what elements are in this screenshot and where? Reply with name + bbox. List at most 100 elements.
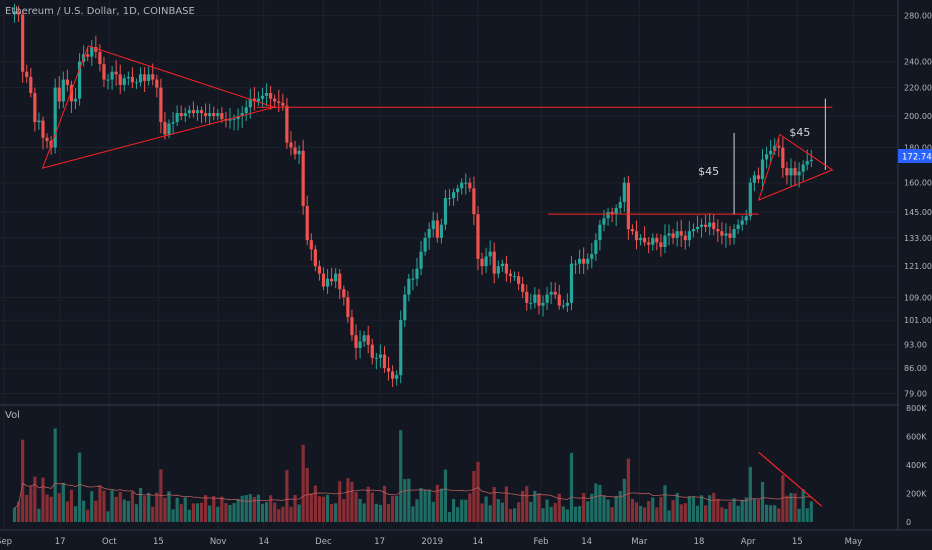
volume-bar — [21, 439, 25, 522]
y-tick-label: 93.00 — [904, 341, 927, 350]
candle-body — [590, 254, 594, 259]
candle-body — [313, 249, 317, 267]
candle-body — [573, 263, 578, 265]
volume-bar — [53, 428, 57, 522]
volume-bar — [411, 506, 415, 522]
volume-bar — [529, 501, 533, 522]
candle-body — [297, 150, 301, 155]
candle-body — [98, 51, 102, 65]
volume-bar — [744, 497, 748, 522]
volume-bar — [395, 496, 399, 522]
candle-body — [346, 297, 350, 318]
candle-body — [683, 235, 687, 241]
volume-bar — [317, 496, 322, 522]
volume-bar — [378, 504, 382, 522]
volume-bar — [281, 506, 285, 522]
volume-bar — [179, 504, 183, 522]
candle-body — [73, 98, 78, 102]
volume-bar — [756, 499, 761, 522]
volume-bar — [382, 485, 387, 522]
volume-bar — [764, 504, 769, 522]
volume-bar — [260, 503, 265, 522]
volume-bar — [606, 499, 610, 522]
volume-bar — [456, 507, 460, 522]
grid-lines — [0, 0, 898, 530]
volume-bar — [586, 501, 590, 522]
volume-bar — [212, 495, 216, 522]
candle-body — [293, 147, 297, 155]
volume-bar — [399, 430, 403, 522]
volume-bar — [25, 494, 29, 522]
volume-bar — [781, 475, 785, 522]
candle-body — [638, 237, 643, 241]
volume-bar — [285, 470, 289, 522]
candle-body — [647, 242, 651, 245]
volume-bar — [114, 496, 118, 522]
volume-bar — [41, 477, 45, 522]
last-price-tag-box — [898, 149, 932, 163]
volume-bar — [386, 503, 391, 522]
volume-bar — [435, 484, 439, 522]
candle-body — [769, 150, 773, 155]
volume-bar — [659, 496, 663, 522]
volume-bar — [82, 500, 86, 522]
y-tick-label: 220.00 — [904, 84, 932, 93]
candle-body — [797, 171, 801, 176]
volume-bar — [687, 496, 691, 522]
volume-bar — [512, 508, 517, 522]
volume-bar — [716, 499, 720, 522]
volume-tick-label: 0 — [906, 518, 911, 527]
candle-body — [305, 205, 309, 241]
candle-body — [16, 11, 21, 15]
candle-body — [704, 224, 708, 227]
volume-bar — [443, 469, 448, 522]
volume-bar — [809, 501, 813, 522]
volume-tick-label: 600K — [906, 433, 927, 442]
candle-body — [244, 107, 248, 114]
candle-body — [86, 54, 90, 57]
volume-bar — [643, 507, 647, 522]
volume-bar — [720, 507, 724, 522]
candle-body — [264, 93, 269, 96]
candle-body — [199, 110, 204, 114]
candle-body — [366, 335, 370, 345]
volume-bar — [492, 486, 496, 522]
volume-bar — [476, 461, 480, 522]
x-tick-label: May — [845, 537, 863, 547]
candle-body — [236, 116, 240, 120]
volume-bar — [151, 506, 155, 522]
volume-bar — [321, 496, 326, 522]
candle-body — [338, 273, 342, 290]
candle-body — [69, 84, 74, 102]
candle-body — [395, 375, 399, 379]
candle-body — [260, 95, 265, 99]
volume-bar — [37, 508, 41, 522]
candle-body — [598, 224, 602, 241]
candle-body — [699, 224, 704, 227]
candle-body — [451, 192, 456, 199]
volume-bar — [289, 506, 293, 522]
candle-body — [618, 201, 622, 209]
candle-body — [651, 237, 655, 245]
volume-bar — [769, 505, 773, 522]
candle-body — [577, 258, 582, 264]
candle-body — [712, 222, 716, 230]
volume-bar — [614, 495, 618, 522]
candle-body — [464, 182, 468, 184]
volume-bar — [362, 503, 366, 522]
x-tick-label: 17 — [374, 537, 385, 547]
volume-bar — [484, 496, 488, 522]
volume-bar — [577, 506, 582, 522]
volume-bar — [423, 490, 427, 522]
candle-body — [443, 198, 448, 225]
volume-bar — [126, 501, 130, 522]
trend-drawings[interactable]: $45 $45 — [41, 45, 834, 507]
volume-bar — [740, 500, 744, 522]
candle-body — [675, 231, 679, 238]
volume-bar — [679, 504, 683, 522]
x-tick-label: Dec — [315, 537, 332, 547]
candle-body — [801, 164, 805, 172]
candle-body — [358, 341, 362, 348]
